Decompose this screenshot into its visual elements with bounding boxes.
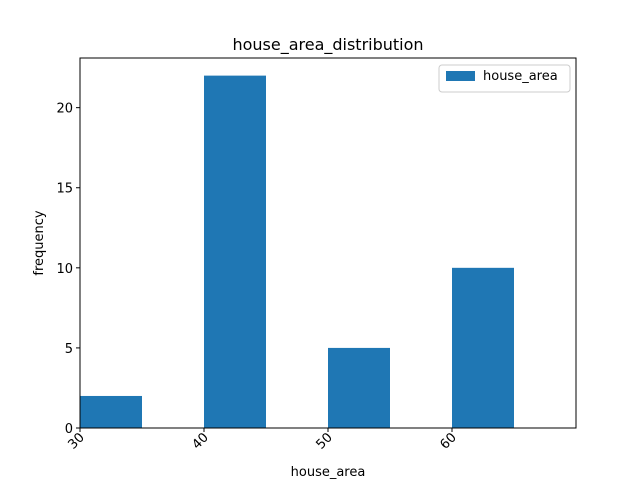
bar-60	[452, 267, 514, 428]
x-axis-label: house_area	[291, 465, 366, 480]
x-tick-label: 50	[314, 430, 336, 452]
y-tick-label: 10	[56, 262, 73, 277]
x-tick-label: 40	[190, 430, 212, 452]
bar-50	[328, 347, 390, 428]
bar-40	[204, 75, 266, 428]
y-tick-label: 0	[65, 422, 73, 437]
chart-title: house_area_distribution	[232, 35, 423, 55]
x-tick-label: 60	[438, 430, 460, 452]
y-tick-label: 20	[56, 102, 73, 117]
bar-30	[80, 395, 142, 428]
y-tick-label: 5	[65, 342, 73, 357]
legend: house_area	[438, 64, 571, 93]
legend-label: house_area	[483, 69, 558, 84]
x-axis-ticks: 30 40 50 60	[66, 428, 460, 453]
bars-group	[80, 75, 514, 428]
y-tick-label: 15	[56, 182, 73, 197]
plot-area	[79, 57, 577, 429]
y-axis-label: frequency	[32, 210, 47, 276]
y-axis-ticks: 0 5 10 15 20	[56, 102, 80, 437]
legend-swatch	[446, 71, 475, 81]
